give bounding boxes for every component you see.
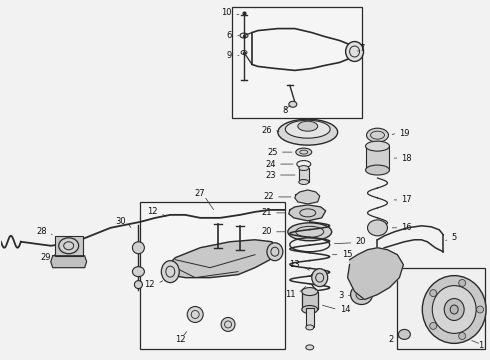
- Text: 27: 27: [195, 189, 205, 198]
- Polygon shape: [289, 205, 326, 221]
- Ellipse shape: [132, 267, 145, 276]
- Bar: [55, 236, 83, 256]
- Text: 20: 20: [356, 237, 366, 246]
- Ellipse shape: [444, 298, 464, 320]
- Bar: [302, 292, 318, 310]
- Ellipse shape: [161, 261, 179, 283]
- Bar: [306, 307, 314, 328]
- Ellipse shape: [345, 41, 364, 62]
- Text: 25: 25: [268, 148, 278, 157]
- Ellipse shape: [430, 323, 437, 329]
- Ellipse shape: [361, 260, 378, 280]
- Ellipse shape: [288, 223, 332, 241]
- Text: 13: 13: [289, 260, 300, 269]
- Ellipse shape: [432, 285, 476, 333]
- Bar: [232, 7, 362, 118]
- Bar: [366, 146, 390, 170]
- Ellipse shape: [299, 166, 309, 171]
- Text: 20: 20: [261, 227, 272, 236]
- Text: 1: 1: [478, 341, 483, 350]
- Ellipse shape: [306, 325, 314, 330]
- Ellipse shape: [59, 238, 78, 254]
- Text: 9: 9: [227, 51, 232, 60]
- Polygon shape: [347, 248, 403, 300]
- Ellipse shape: [398, 329, 410, 339]
- Bar: [299, 168, 309, 182]
- Text: 26: 26: [261, 126, 272, 135]
- Ellipse shape: [285, 120, 330, 138]
- Text: 12: 12: [175, 335, 186, 344]
- Text: 10: 10: [221, 8, 232, 17]
- Ellipse shape: [302, 288, 318, 296]
- Ellipse shape: [459, 333, 466, 339]
- Ellipse shape: [298, 121, 318, 131]
- Ellipse shape: [302, 306, 318, 314]
- Text: 29: 29: [40, 253, 51, 262]
- Ellipse shape: [312, 269, 328, 287]
- Ellipse shape: [367, 128, 389, 142]
- Ellipse shape: [299, 180, 309, 184]
- Text: 11: 11: [285, 290, 296, 299]
- Ellipse shape: [477, 306, 484, 313]
- Polygon shape: [165, 240, 276, 278]
- Ellipse shape: [187, 306, 203, 323]
- Bar: [141, 202, 285, 349]
- Ellipse shape: [368, 220, 388, 236]
- Text: 4: 4: [377, 249, 383, 258]
- Text: 12: 12: [147, 207, 157, 216]
- Text: 23: 23: [265, 171, 276, 180]
- Text: 5: 5: [451, 233, 457, 242]
- Text: 12: 12: [144, 280, 154, 289]
- Text: 2: 2: [388, 335, 393, 344]
- Text: 17: 17: [401, 195, 412, 204]
- Text: 22: 22: [264, 193, 274, 202]
- Text: 18: 18: [401, 154, 412, 163]
- Ellipse shape: [450, 305, 458, 314]
- Text: 6: 6: [227, 31, 232, 40]
- Text: 7: 7: [360, 44, 365, 53]
- Ellipse shape: [459, 279, 466, 287]
- Ellipse shape: [422, 276, 486, 343]
- Ellipse shape: [350, 285, 372, 305]
- Ellipse shape: [366, 141, 390, 151]
- Text: 28: 28: [36, 227, 47, 236]
- Ellipse shape: [278, 119, 338, 145]
- Ellipse shape: [267, 243, 283, 261]
- Text: 24: 24: [266, 159, 276, 168]
- Ellipse shape: [221, 318, 235, 332]
- Text: 8: 8: [283, 106, 288, 115]
- Ellipse shape: [430, 289, 437, 297]
- Text: 16: 16: [401, 223, 412, 232]
- Ellipse shape: [306, 345, 314, 350]
- Ellipse shape: [132, 242, 145, 254]
- Text: 21: 21: [261, 208, 272, 217]
- Text: 3: 3: [338, 291, 343, 300]
- Ellipse shape: [134, 280, 143, 289]
- Ellipse shape: [366, 165, 390, 175]
- Text: 14: 14: [340, 305, 350, 314]
- Text: 30: 30: [115, 217, 125, 226]
- Bar: [397, 268, 485, 349]
- Text: 15: 15: [342, 250, 352, 259]
- Ellipse shape: [289, 101, 297, 107]
- Polygon shape: [295, 190, 319, 204]
- Ellipse shape: [296, 148, 312, 156]
- Polygon shape: [51, 256, 87, 268]
- Text: 19: 19: [399, 129, 410, 138]
